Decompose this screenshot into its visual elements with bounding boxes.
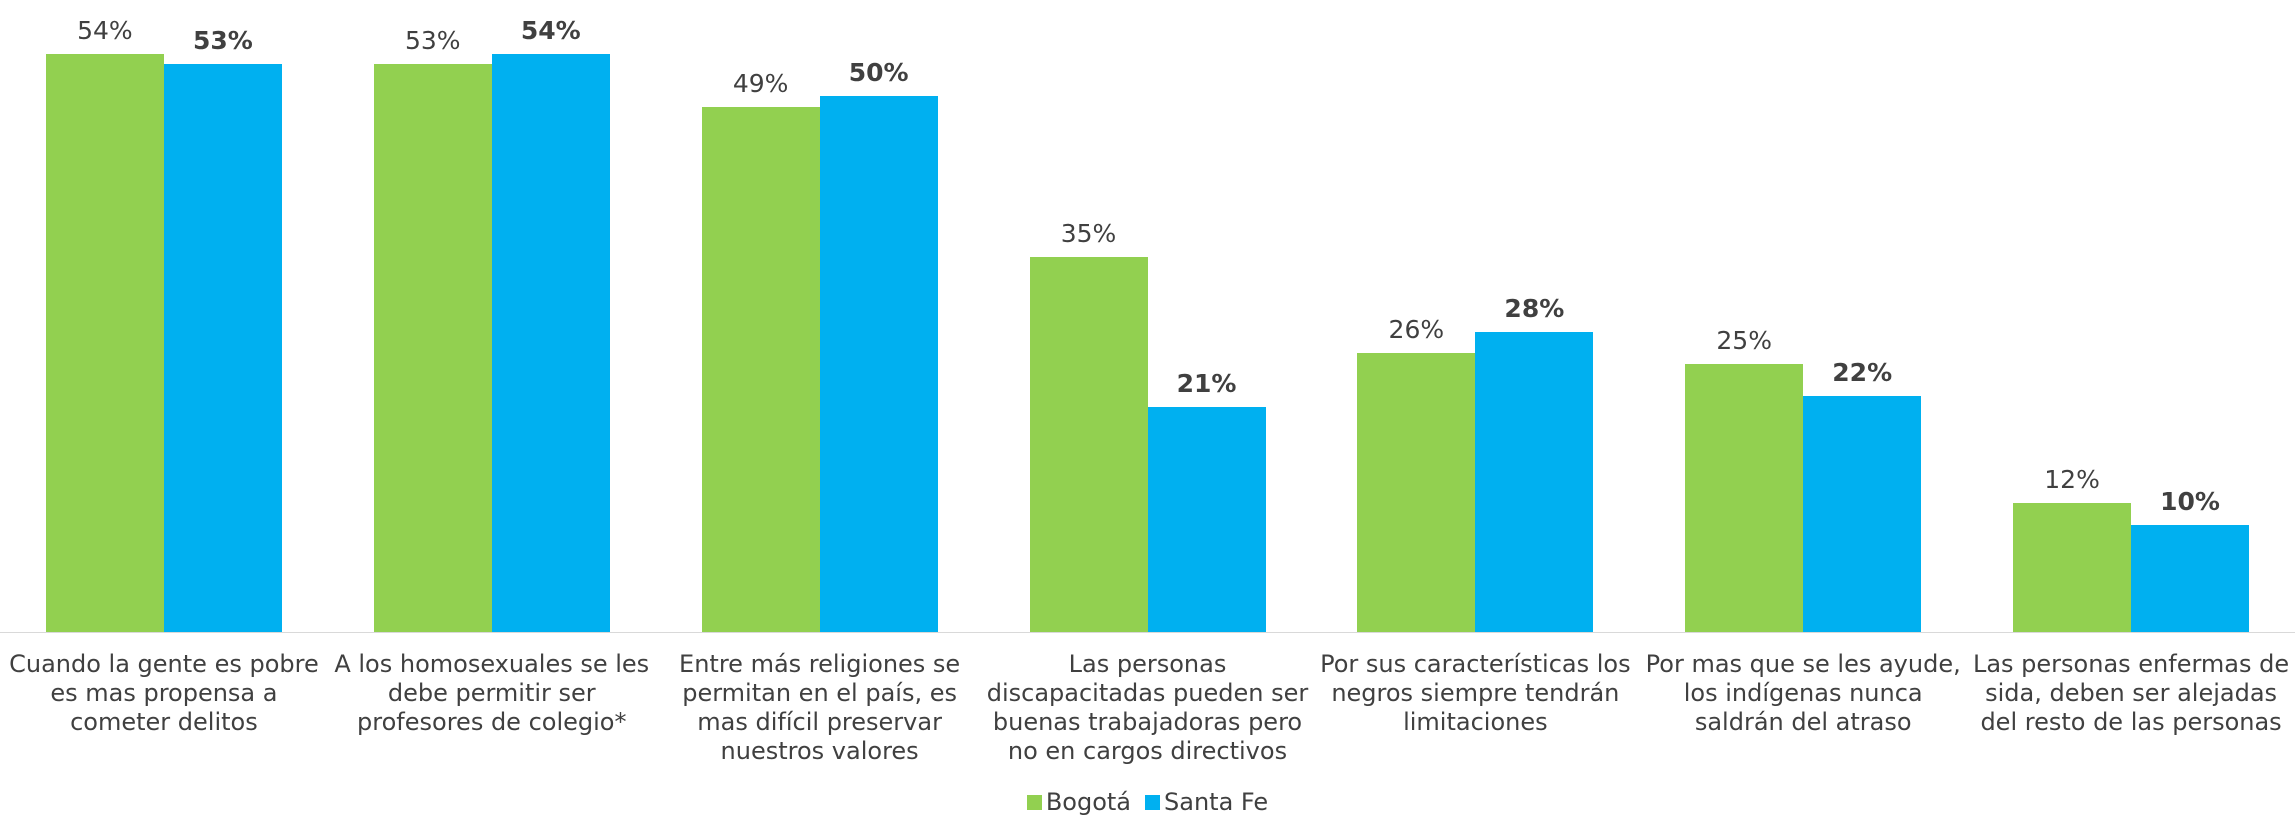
value-label: 54% <box>77 15 133 45</box>
bar <box>819 96 938 632</box>
bar <box>701 107 820 632</box>
bar <box>491 53 610 632</box>
bar <box>1029 257 1148 632</box>
value-label: 53% <box>193 26 253 56</box>
bar <box>2013 503 2132 632</box>
value-label: 10% <box>2160 486 2220 516</box>
x-tick-label: Las personas discapacitadas pueden ser b… <box>986 650 1309 765</box>
bar <box>1803 396 1922 632</box>
value-label: 28% <box>1504 294 1565 324</box>
legend-item: Bogotá <box>1026 788 1132 816</box>
value-label: 35% <box>1060 219 1117 249</box>
legend-item: Santa Fe <box>1145 788 1268 816</box>
legend: Bogotá Santa Fe <box>0 788 2295 816</box>
value-label: 12% <box>2044 465 2100 495</box>
value-label: 21% <box>1176 369 1237 399</box>
legend-swatch <box>1145 794 1161 810</box>
value-label: 25% <box>1716 326 1772 356</box>
value-label: 50% <box>848 58 909 88</box>
bar <box>373 64 492 632</box>
value-label: 22% <box>1832 358 1893 388</box>
value-label: 26% <box>1388 315 1445 345</box>
bar <box>2131 524 2250 632</box>
bar <box>1685 364 1804 632</box>
value-label: 49% <box>732 69 789 99</box>
value-label: 53% <box>404 26 461 56</box>
bar <box>1475 332 1594 632</box>
bar <box>163 64 282 632</box>
legend-swatch <box>1026 794 1042 810</box>
bar <box>1147 407 1266 632</box>
x-tick-label: Las personas enfermas de sida, deben ser… <box>1972 650 2290 736</box>
axis-line <box>0 632 2295 633</box>
x-tick-label: Entre más religiones se permitan en el p… <box>679 650 961 765</box>
legend-label: Santa Fe <box>1164 788 1269 816</box>
legend-label: Bogotá <box>1045 788 1132 816</box>
value-label: 54% <box>520 15 581 45</box>
bar <box>45 53 164 632</box>
bar <box>1357 353 1476 632</box>
x-tick-label: A los homosexuales se les debe permitir … <box>334 650 650 736</box>
x-tick-label: Cuando la gente es pobre es mas propensa… <box>9 650 319 736</box>
x-tick-label: Por mas que se les ayude, los indígenas … <box>1645 650 1961 736</box>
x-tick-label: Por sus características los negros siemp… <box>1320 650 1631 736</box>
